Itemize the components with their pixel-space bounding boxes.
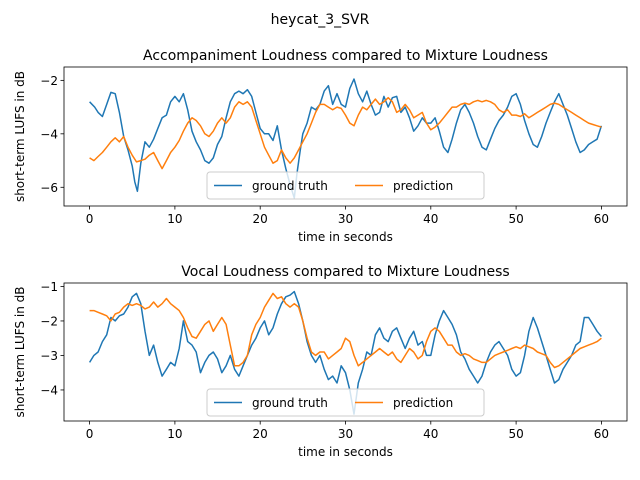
x-tick-label: 10 xyxy=(167,212,182,226)
x-tick-label: 20 xyxy=(253,427,268,441)
accompaniment-chart: Accompaniment Loudness compared to Mixtu… xyxy=(13,48,628,244)
x-tick-label: 20 xyxy=(253,212,268,226)
legend-label-ground-truth: ground truth xyxy=(252,179,328,193)
series-line-prediction xyxy=(89,292,602,369)
series-line-ground-truth xyxy=(88,290,602,415)
y-axis-label: short-term LUFS in dB xyxy=(13,71,27,202)
legend-label-prediction: prediction xyxy=(393,179,453,193)
x-axis-label: time in seconds xyxy=(298,445,393,459)
series-line-prediction xyxy=(89,96,602,170)
y-tick-label: −4 xyxy=(40,127,58,141)
y-tick-label: −4 xyxy=(40,383,58,397)
y-tick-label: −2 xyxy=(40,314,58,328)
x-tick-label: 40 xyxy=(423,212,438,226)
x-axis-label: time in seconds xyxy=(298,230,393,244)
series-line-ground-truth xyxy=(89,78,603,199)
vocal-chart: Vocal Loudness compared to Mixture Loudn… xyxy=(13,264,628,459)
y-tick-label: −3 xyxy=(40,349,58,363)
y-tick-label: −1 xyxy=(40,280,58,294)
x-tick-label: 50 xyxy=(508,427,523,441)
legend-box xyxy=(206,171,485,200)
x-tick-label: 30 xyxy=(338,212,353,226)
chart-title: Vocal Loudness compared to Mixture Loudn… xyxy=(181,264,509,280)
x-tick-label: 30 xyxy=(338,427,353,441)
legend-label-ground-truth: ground truth xyxy=(252,396,328,410)
figure-suptitle: heycat_3_SVR xyxy=(271,12,370,28)
chart-title: Accompaniment Loudness compared to Mixtu… xyxy=(143,48,548,64)
x-tick-label: 10 xyxy=(167,427,182,441)
x-tick-label: 0 xyxy=(86,212,94,226)
y-tick-label: −6 xyxy=(40,181,58,195)
y-axis-label: short-term LUFS in dB xyxy=(13,286,27,417)
x-tick-label: 40 xyxy=(423,427,438,441)
legend-label-prediction: prediction xyxy=(393,396,453,410)
x-tick-label: 50 xyxy=(508,212,523,226)
x-tick-label: 0 xyxy=(86,427,94,441)
y-tick-label: −2 xyxy=(40,74,58,88)
x-tick-label: 60 xyxy=(594,212,609,226)
x-tick-label: 60 xyxy=(594,427,609,441)
legend-box xyxy=(206,388,485,417)
